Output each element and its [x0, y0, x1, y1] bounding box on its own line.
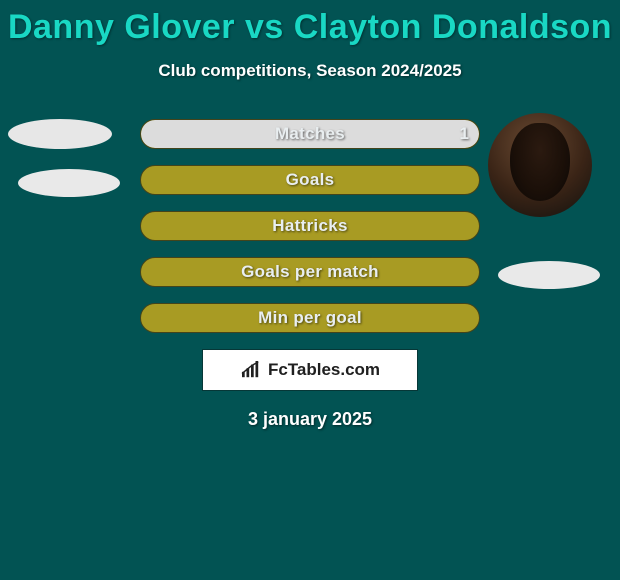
brand-text: FcTables.com — [268, 360, 380, 380]
player-left-flag — [18, 169, 120, 197]
stat-bar-gpm: Goals per match — [140, 257, 480, 287]
stat-label: Hattricks — [272, 216, 347, 236]
stat-label: Goals — [286, 170, 335, 190]
stat-value-right: 1 — [460, 124, 469, 144]
page-title: Danny Glover vs Clayton Donaldson — [0, 0, 620, 47]
stat-bar-matches: 1 Matches — [140, 119, 480, 149]
stat-label: Min per goal — [258, 308, 362, 328]
player-left-avatar — [8, 119, 112, 149]
comparison-arena: 1 Matches Goals Hattricks Goals per match Min… — [0, 119, 620, 333]
brand-box: FcTables.com — [202, 349, 418, 391]
stat-bar-hattricks: Hattricks — [140, 211, 480, 241]
player-right-avatar — [488, 113, 592, 217]
comparison-bars: 1 Matches Goals Hattricks Goals per match Min… — [140, 119, 480, 333]
date-text: 3 january 2025 — [0, 409, 620, 430]
stat-bar-goals: Goals — [140, 165, 480, 195]
stat-bar-mpg: Min per goal — [140, 303, 480, 333]
page-subtitle: Club competitions, Season 2024/2025 — [0, 61, 620, 81]
brand-icon — [240, 361, 262, 379]
stat-label: Matches — [275, 124, 345, 144]
stat-label: Goals per match — [241, 262, 379, 282]
player-right-flag — [498, 261, 600, 289]
